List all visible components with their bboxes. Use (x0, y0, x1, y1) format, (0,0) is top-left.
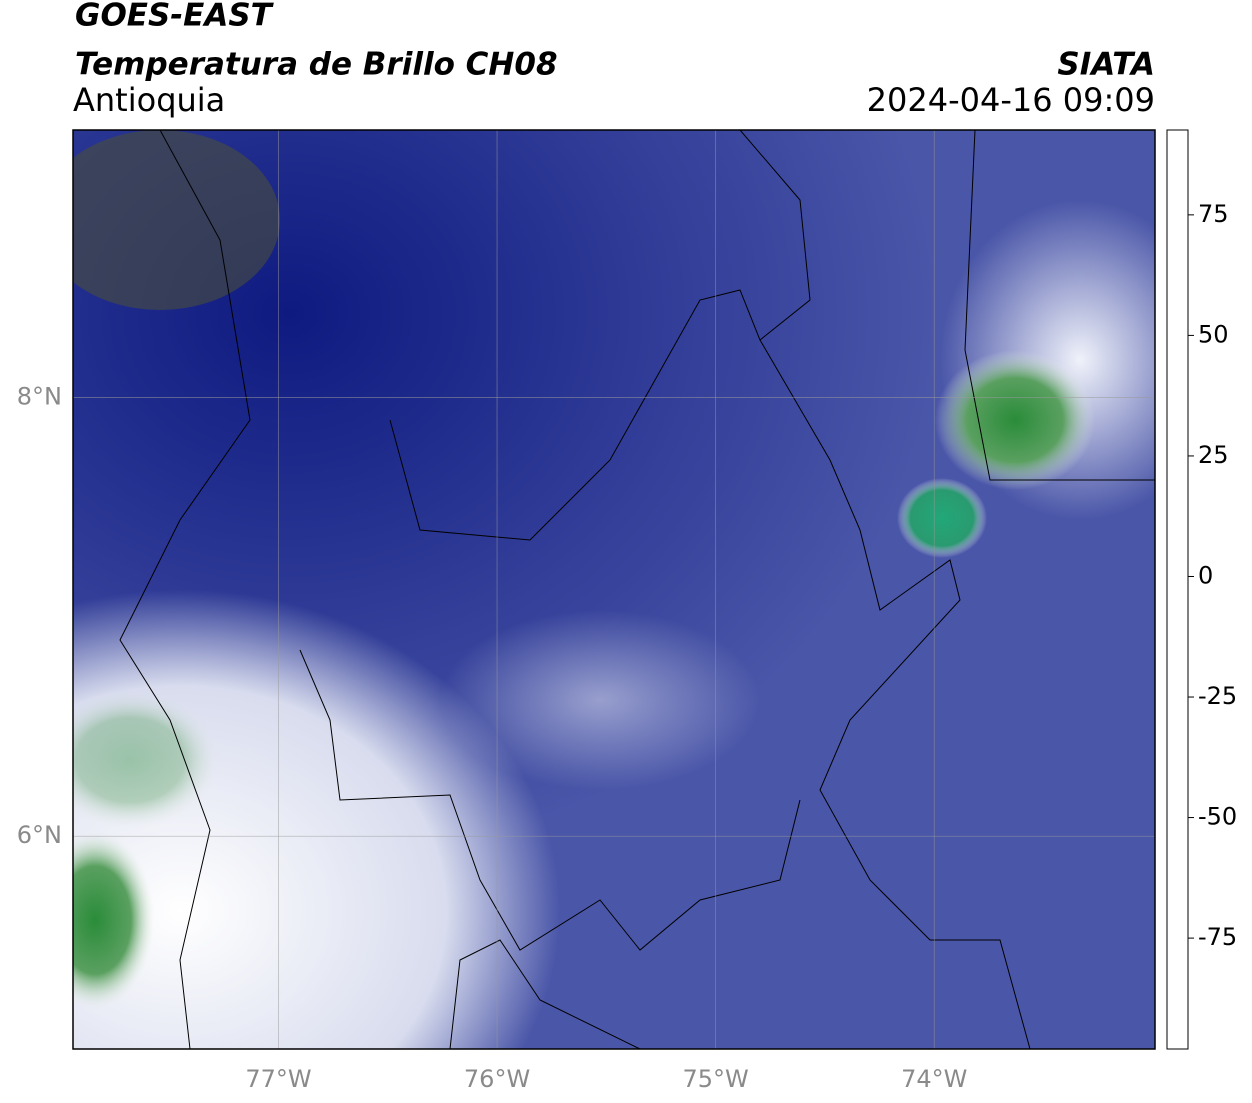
colorbar-tick-label: -50 (1198, 803, 1237, 831)
graticule (73, 130, 1155, 1049)
colorbar-tick-label: 50 (1198, 320, 1229, 348)
colorbar-tick-label: 25 (1198, 441, 1229, 469)
y-tick-label: 8°N (17, 383, 62, 411)
colorbar (1166, 129, 1189, 1050)
x-tick-label: 74°W (901, 1065, 967, 1093)
x-tick-label: 77°W (245, 1065, 311, 1093)
x-tick-label: 75°W (683, 1065, 749, 1093)
colorbar-tick-label: -75 (1198, 923, 1237, 951)
x-tick-label: 76°W (464, 1065, 530, 1093)
colorbar-tick-label: 75 (1198, 200, 1229, 228)
region: Antioquia (73, 81, 225, 119)
satellite-image (73, 130, 1155, 1049)
datetime: 2024-04-16 09:09 (867, 81, 1155, 119)
agency: SIATA (1057, 47, 1155, 83)
title: GOES-EAST (75, 0, 275, 34)
subtitle: Temperatura de Brillo CH08 (75, 47, 558, 83)
map-frame (72, 129, 1156, 1050)
colorbar-tick-label: -25 (1198, 682, 1237, 710)
y-tick-label: 6°N (17, 821, 62, 849)
colorbar-tick-label: 0 (1198, 561, 1213, 589)
